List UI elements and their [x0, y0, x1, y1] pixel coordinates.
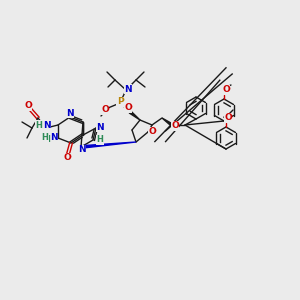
Text: O: O: [224, 113, 232, 122]
Polygon shape: [129, 111, 140, 120]
Text: N: N: [124, 85, 132, 94]
Text: O: O: [101, 106, 109, 115]
Text: O: O: [63, 154, 71, 163]
Text: P: P: [117, 98, 123, 106]
Text: O: O: [124, 103, 132, 112]
Text: O: O: [63, 154, 71, 163]
Text: H: H: [97, 136, 104, 145]
Text: H: H: [36, 121, 42, 130]
Text: O: O: [24, 101, 32, 110]
Text: H: H: [44, 136, 50, 145]
Text: O: O: [124, 103, 132, 112]
Text: H: H: [36, 121, 42, 130]
Text: N: N: [124, 85, 132, 94]
Text: H: H: [97, 136, 104, 145]
Text: N: N: [66, 109, 74, 118]
Text: O: O: [24, 101, 32, 110]
Text: N: N: [96, 122, 104, 131]
Polygon shape: [81, 142, 136, 148]
Polygon shape: [162, 118, 173, 126]
Text: O: O: [171, 122, 179, 130]
Text: H: H: [42, 134, 48, 142]
Text: N: N: [43, 121, 51, 130]
Text: O: O: [101, 106, 109, 115]
Text: N: N: [50, 134, 58, 142]
Text: N: N: [78, 146, 86, 154]
Text: O: O: [148, 128, 156, 136]
Text: N: N: [43, 121, 51, 130]
Text: O: O: [171, 122, 179, 130]
Text: P: P: [117, 98, 123, 106]
Text: O: O: [224, 113, 232, 122]
Text: O: O: [222, 85, 230, 94]
Text: N: N: [66, 109, 74, 118]
Text: N: N: [96, 122, 104, 131]
Text: N: N: [50, 134, 58, 142]
Text: N: N: [78, 146, 86, 154]
Text: O: O: [148, 128, 156, 136]
Text: H: H: [44, 136, 50, 145]
Text: O: O: [222, 85, 230, 94]
